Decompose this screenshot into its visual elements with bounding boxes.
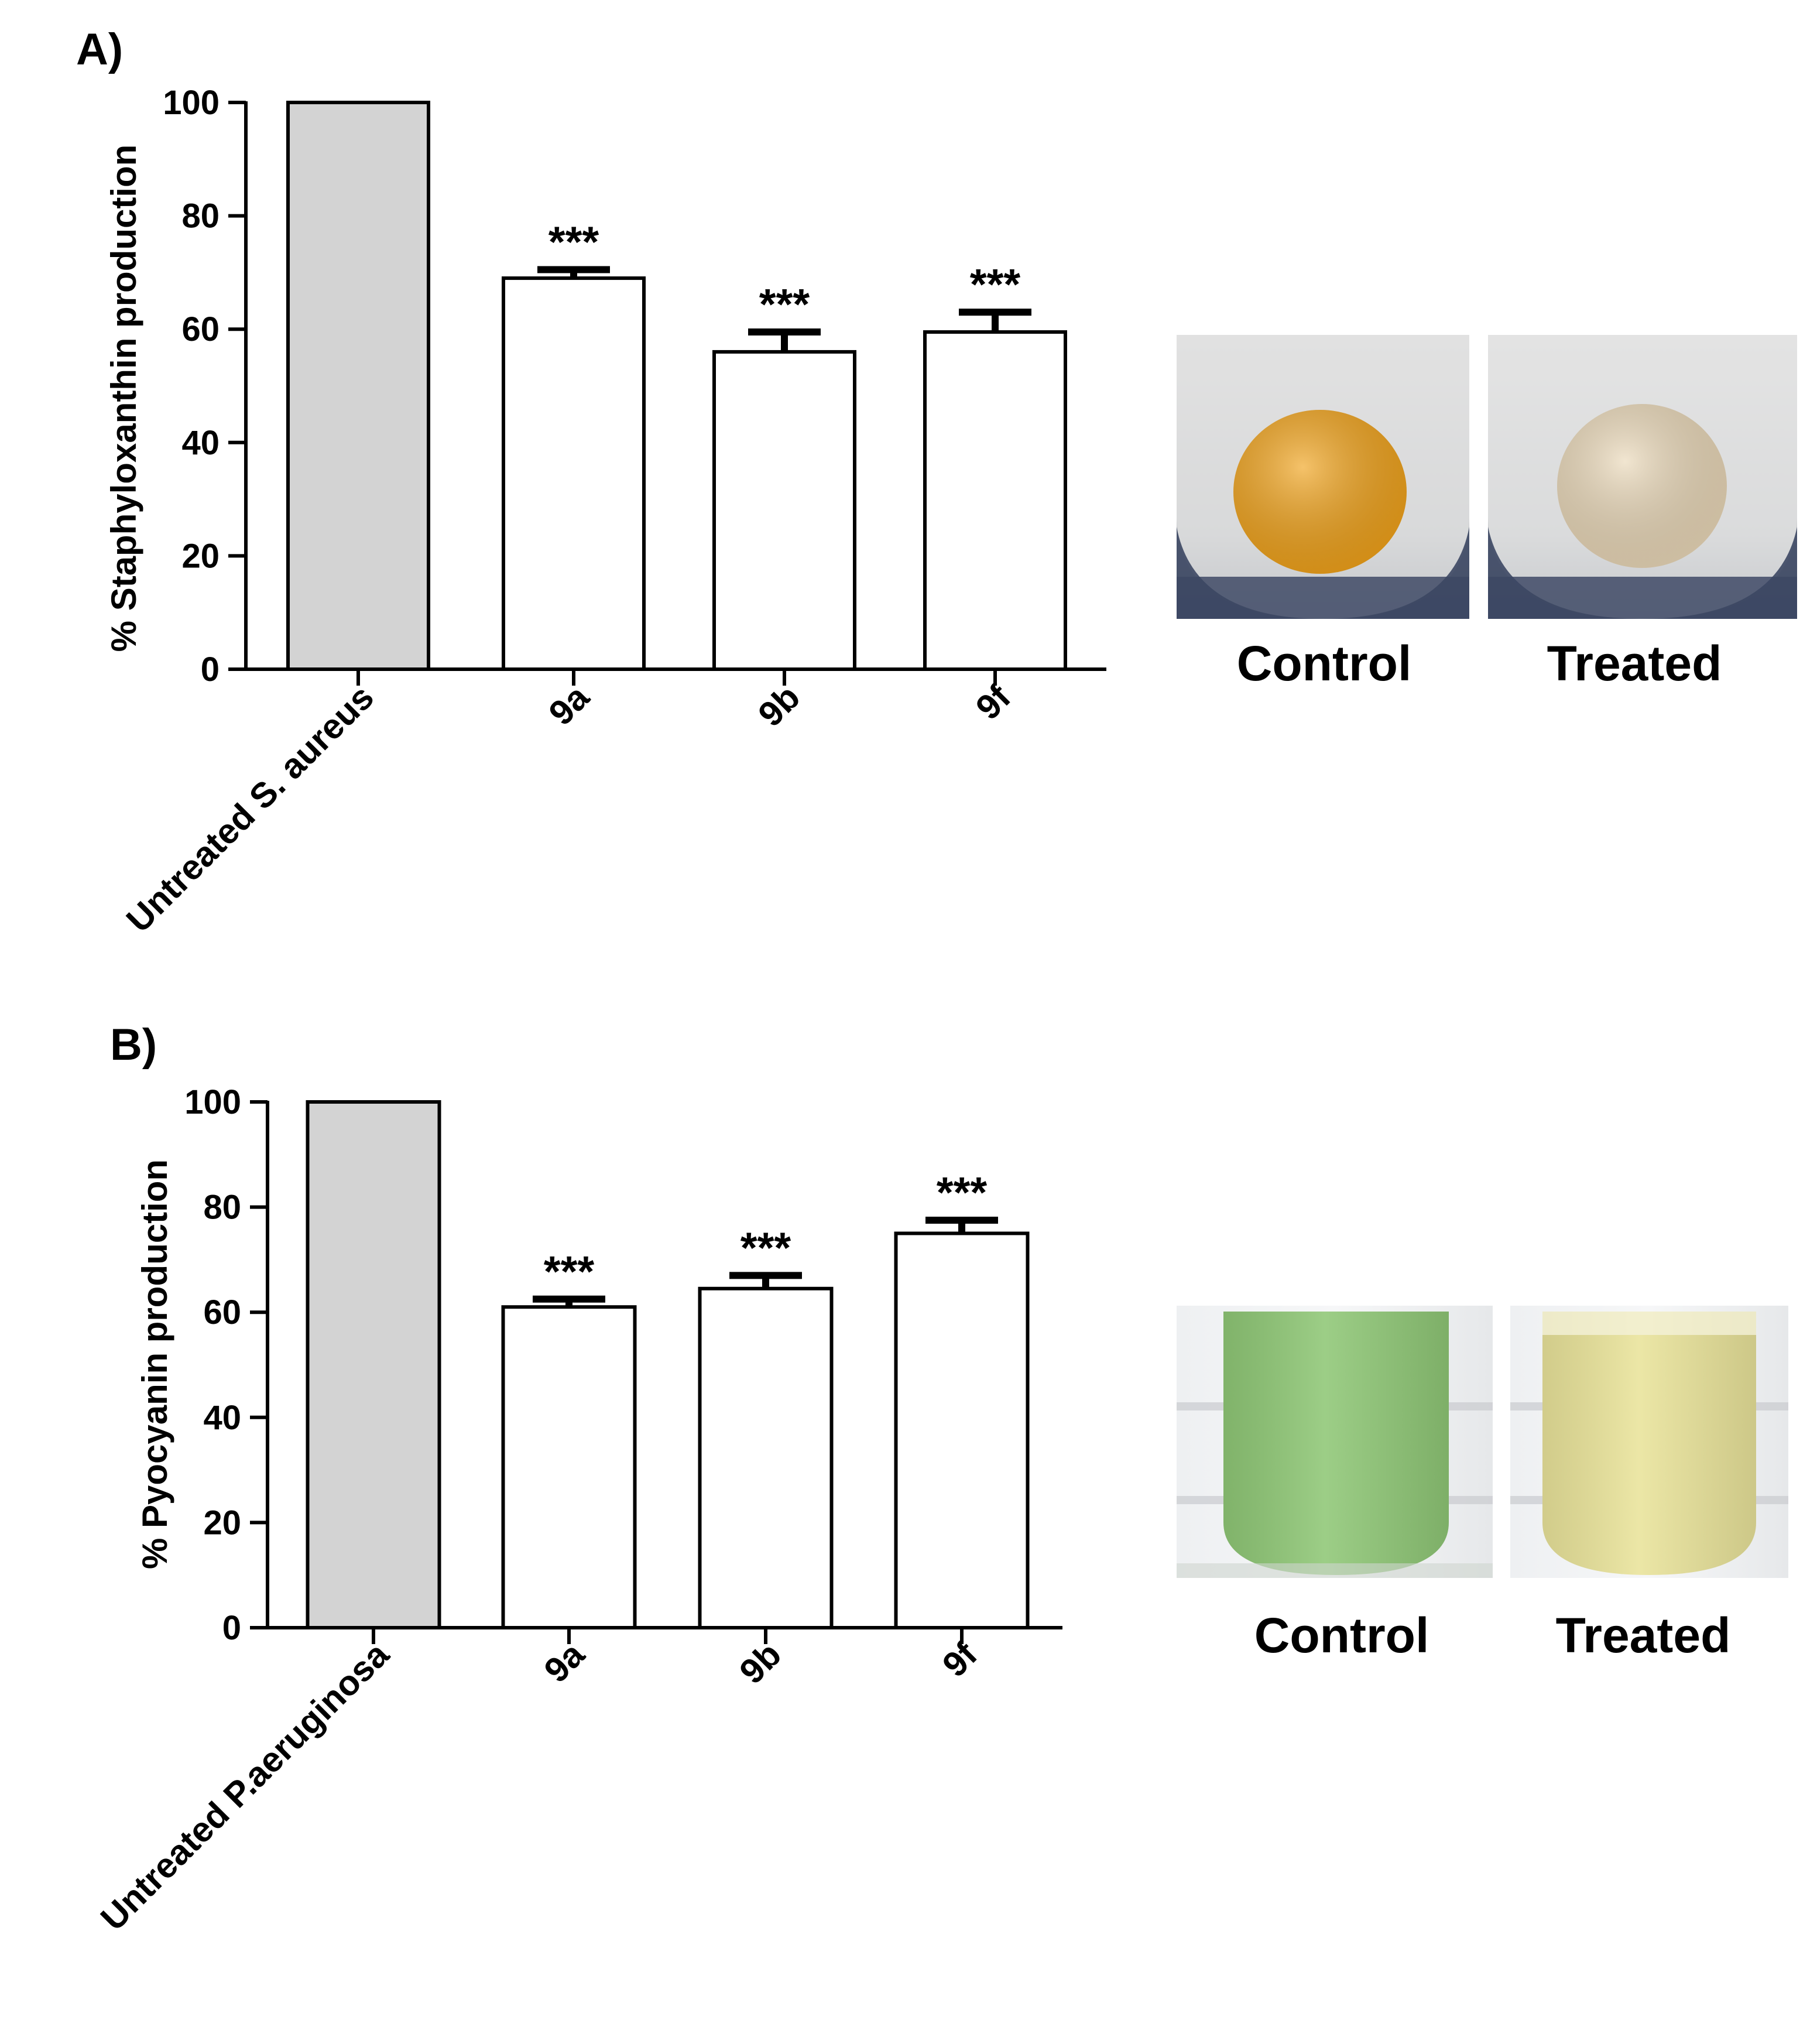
y-tick-label: 0 [222,1609,241,1647]
y-tick-label: 80 [181,197,220,235]
panel-b-control-photo [1177,1306,1493,1578]
y-tick-label: 60 [203,1293,241,1331]
panel-b-photo: Control Treated [1177,1306,1788,1663]
category-label: 9f [935,1634,985,1684]
bar-9f [923,330,1067,671]
significance-marker: *** [759,280,810,328]
panel-b-treated-photo [1510,1306,1788,1578]
panel-a-control-label: Control [1237,636,1412,691]
y-tick-label: 40 [181,424,220,462]
category-label: 9a [541,677,597,732]
bar-9a [502,276,646,671]
y-tick-label: 80 [203,1189,241,1227]
panel-b: B) % Pyocyanin production 0 20 40 60 80 100 Un… [93,1020,1788,1938]
bar-9b [712,350,856,671]
significance-marker: *** [544,1247,595,1296]
panel-b-chart: 0 20 40 60 80 100 Untreated P.aeruginosa *** 9a *… [93,1083,1062,1938]
panel-a-control-photo [1177,335,1469,619]
y-tick-label: 0 [201,650,220,689]
bar-9b [698,1286,834,1630]
y-tick-label: 60 [181,310,220,348]
panel-a-treated-label: Treated [1547,636,1722,691]
y-tick-label: 100 [163,84,220,122]
bar-Untreated P.aeruginosa [306,1100,441,1629]
y-tick-label: 100 [184,1083,241,1121]
panel-b-label: B) [110,1020,157,1070]
panel-b-treated-label: Treated [1556,1608,1731,1663]
significance-marker: *** [740,1223,791,1272]
panel-a-photo: Control Treated [1177,335,1797,691]
category-label: 9f [968,677,1019,727]
category-label: Untreated P.aeruginosa [93,1634,397,1938]
y-tick-label: 20 [181,537,220,575]
panel-a-y-axis-label: % Staphyloxanthin production [104,145,143,652]
panel-a-treated-photo [1488,335,1797,619]
significance-marker: *** [937,1168,988,1217]
bar-9a [501,1305,637,1629]
category-label: 9b [750,677,807,734]
panel-b-control-label: Control [1254,1608,1429,1663]
category-label: Untreated S. aureus [119,677,381,940]
bar-Untreated S. aureus [286,101,430,671]
y-tick-label: 40 [203,1399,241,1437]
category-label: 9a [537,1634,592,1690]
significance-marker: *** [970,260,1021,309]
y-tick-label: 20 [203,1504,241,1542]
panel-b-y-axis-label: % Pyocyanin production [135,1159,174,1569]
panel-a: A) % Staphyloxanthin production 0 20 40 60 8… [76,25,1797,940]
panel-a-chart: 0 20 40 60 80 100 Untreated S. aureus *** 9a *** 9… [119,84,1106,940]
significance-marker: *** [548,218,599,266]
panel-a-label: A) [76,25,123,74]
category-label: 9b [732,1635,788,1692]
bar-9f [894,1231,1030,1629]
